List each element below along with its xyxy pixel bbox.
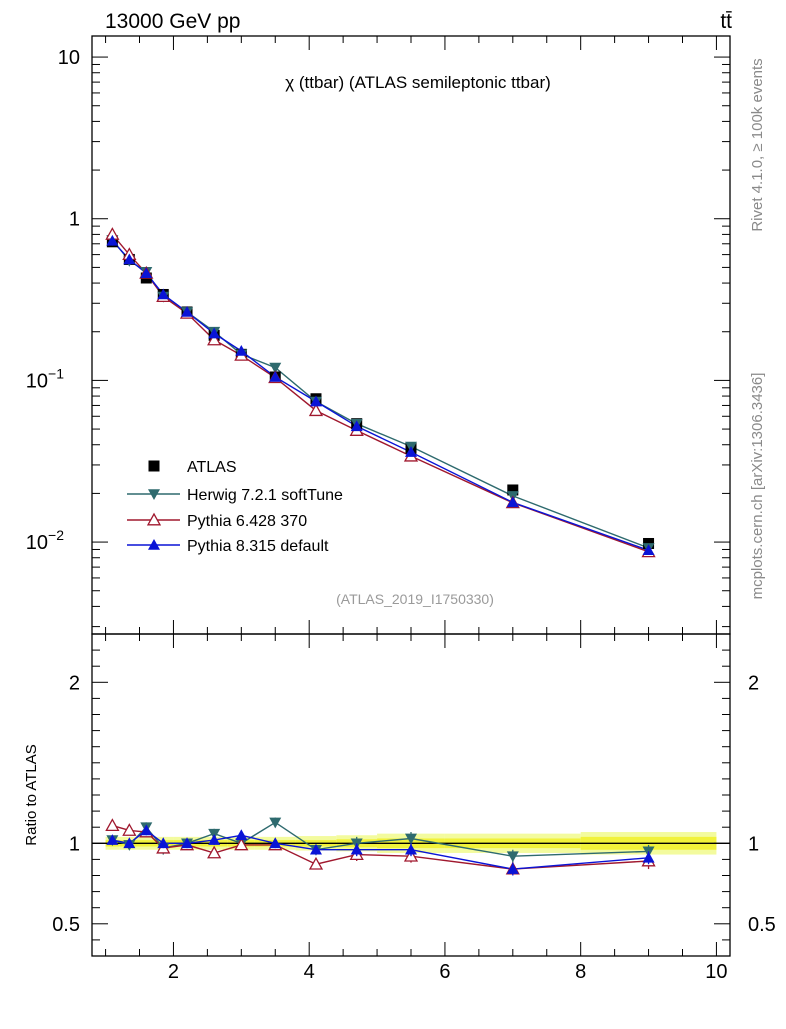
main-y-tick-label: 1 <box>69 209 80 231</box>
ratio-y-tick-label: 2 <box>69 672 80 694</box>
legend-label-2: Pythia 6.428 370 <box>187 513 307 530</box>
ratio-point-2 <box>181 837 194 849</box>
main-point-3 <box>642 544 655 556</box>
header-process-label: tt̄ <box>720 10 732 33</box>
ratio-point-2 <box>106 834 119 845</box>
ratio-point-0 <box>405 833 417 845</box>
ratio-x-tick-label: 10 <box>705 961 727 983</box>
main-panel: χ (ttbar) (ATLAS semileptonic ttbar) (AT… <box>26 35 731 635</box>
ratio-y-tick-label: 1 <box>69 833 80 855</box>
ratio-point-1 <box>308 856 324 870</box>
main-y-tick-label: 10−1 <box>26 365 64 392</box>
ratio-point-2 <box>208 834 221 845</box>
main-point-3 <box>106 234 119 246</box>
ratio-frame <box>91 633 731 957</box>
ratio-x-tick-label: 4 <box>304 961 315 983</box>
ratio-x-tick-label: 8 <box>575 961 586 983</box>
main-point-3 <box>208 327 221 339</box>
ratio-point-2 <box>642 851 655 863</box>
ratio-point-2 <box>123 837 136 849</box>
main-point-3 <box>157 288 170 300</box>
ratio-x-tick-label: 2 <box>168 961 179 983</box>
ratio-point-2 <box>350 843 363 855</box>
ratio-series <box>105 817 656 876</box>
ratio-point-2 <box>309 843 322 855</box>
main-series-line-2 <box>111 233 649 553</box>
main-point-1 <box>269 362 282 374</box>
ratio-point-1 <box>207 845 222 859</box>
main-y-tick-label: 10 <box>58 47 80 69</box>
mcplots-credit-label: mcplots.cern.ch [arXiv:1306.3436] <box>749 373 766 600</box>
ratio-y-axis-label: Ratio to ATLAS <box>23 744 40 845</box>
main-point-3 <box>309 395 322 407</box>
ratio-y-tick-labels: 0.5 1 2 0.5 1 2 <box>52 672 776 936</box>
main-point-0 <box>507 484 519 496</box>
ratio-point-2 <box>269 837 282 849</box>
main-y-tick-label: 10−2 <box>26 527 64 554</box>
plot-title: χ (ttbar) (ATLAS semileptonic ttbar) <box>285 73 551 92</box>
main-y-tick-labels: 10 1 10−1 10−2 <box>26 47 80 554</box>
ratio-point-0 <box>506 851 519 863</box>
analysis-id-label: (ATLAS_2019_I1750330) <box>336 591 494 607</box>
ratio-ticks <box>92 634 730 956</box>
legend-marker-2 <box>146 512 162 526</box>
legend-marker-3 <box>148 539 160 550</box>
main-point-3 <box>405 446 417 457</box>
legend: ATLAS Herwig 7.2.1 softTune Pythia 6.428 3… <box>127 459 343 555</box>
main-point-3 <box>506 496 519 508</box>
main-point-2 <box>308 403 324 417</box>
main-series <box>105 227 656 558</box>
ratio-x-tick-labels: 2 4 6 8 10 <box>168 961 728 983</box>
ratio-y-tick-label: 0.5 <box>52 914 80 936</box>
ratio-point-2 <box>140 824 153 836</box>
ratio-point-1 <box>234 837 249 851</box>
legend-label-3: Pythia 8.315 default <box>187 538 329 555</box>
main-point-3 <box>140 267 153 279</box>
ratio-point-0 <box>269 817 282 829</box>
ratio-x-tick-label: 6 <box>439 961 450 983</box>
main-point-3 <box>123 253 136 265</box>
main-point-3 <box>181 305 194 317</box>
ratio-point-1 <box>105 818 120 832</box>
main-point-3 <box>235 345 248 356</box>
rivet-version-label: Rivet 4.1.0, ≥ 100k events <box>749 58 766 231</box>
ratio-point-2 <box>157 837 170 849</box>
legend-marker-1 <box>148 489 160 500</box>
ratio-point-2 <box>405 843 417 855</box>
legend-label-1: Herwig 7.2.1 softTune <box>187 487 343 504</box>
ratio-point-1 <box>122 823 137 836</box>
main-point-3 <box>350 420 363 432</box>
ratio-y-tick-label-right: 2 <box>748 672 759 694</box>
header-energy-label: 13000 GeV pp <box>105 10 240 33</box>
ratio-point-2 <box>235 829 248 841</box>
main-point-3 <box>269 370 282 382</box>
main-point-2 <box>207 332 222 346</box>
ratio-y-tick-label-right: 1 <box>748 833 759 855</box>
main-ticks <box>92 36 730 634</box>
ratio-point-2 <box>506 863 519 874</box>
ratio-y-tick-label-right: 0.5 <box>748 914 776 936</box>
legend-label-0: ATLAS <box>187 459 237 476</box>
legend-marker-0 <box>148 460 160 472</box>
ratio-panel: 0.5 1 2 0.5 1 2 2 4 6 8 10 Ratio to ATLAS <box>23 633 776 983</box>
